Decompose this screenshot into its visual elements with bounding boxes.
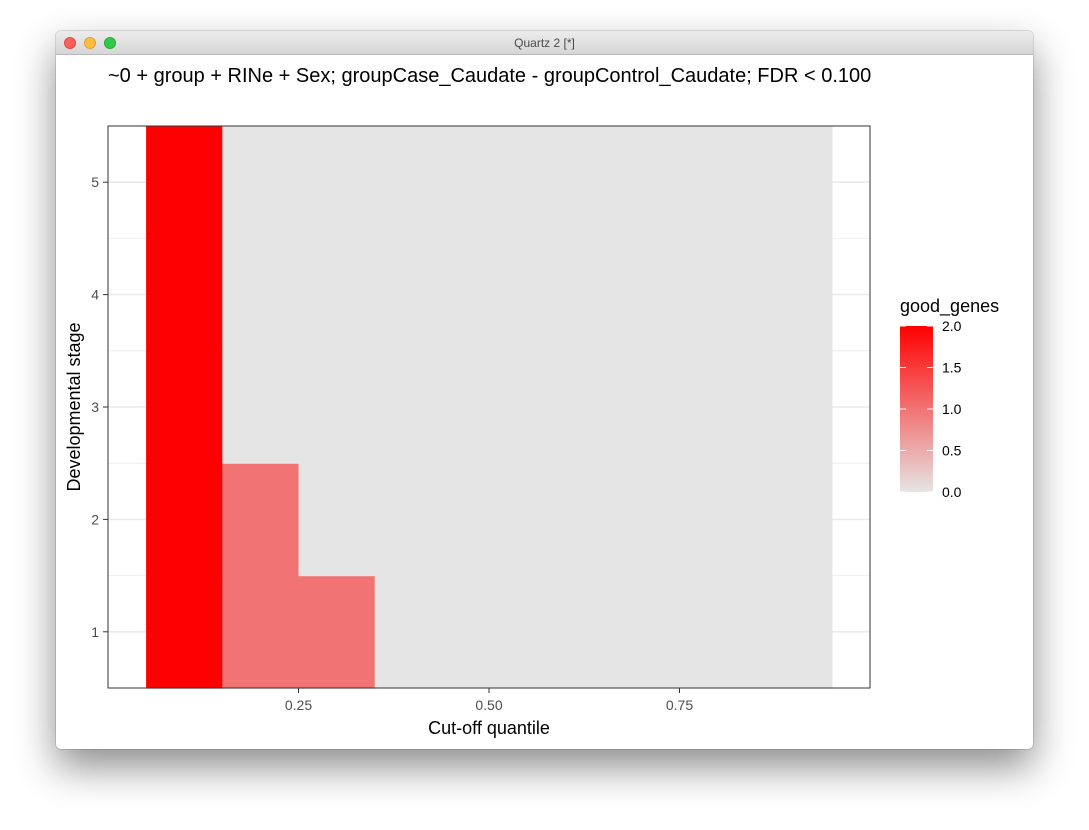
heatmap-tile: [679, 575, 757, 689]
x-tick-label: 0.75: [666, 697, 693, 713]
heatmap-tile: [298, 238, 376, 352]
heatmap-tile: [450, 575, 528, 689]
x-tick-label: 0.25: [285, 697, 312, 713]
heatmap-tile: [755, 126, 833, 239]
x-axis-label: Cut-off quantile: [428, 718, 550, 738]
heatmap-tile: [679, 463, 757, 577]
y-tick-label: 1: [91, 624, 99, 640]
y-tick-label: 5: [91, 174, 99, 190]
heatmap-tiles: [146, 126, 833, 689]
heatmap-tile: [755, 463, 833, 577]
window-title: Quartz 2 [*]: [514, 36, 575, 50]
heatmap-tile: [450, 463, 528, 577]
legend-label: 1.0: [942, 401, 962, 417]
heatmap-tile: [755, 238, 833, 352]
minimize-button[interactable]: [84, 37, 96, 49]
heatmap-tile: [603, 463, 681, 577]
axes: 0.25 0.50 0.75 1 2 3 4 5: [91, 174, 693, 713]
heatmap-tile: [146, 575, 223, 689]
legend-label: 0.5: [942, 443, 962, 459]
heatmap-tile: [146, 463, 223, 577]
heatmap-tile: [146, 126, 223, 239]
heatmap-tile: [679, 126, 757, 239]
chart-title: ~0 + group + RINe + Sex; groupCase_Cauda…: [108, 65, 871, 87]
x-tick-label: 0.50: [475, 697, 502, 713]
y-axis-label: Developmental stage: [64, 322, 84, 491]
heatmap-tile: [603, 350, 681, 464]
heatmap-tile: [603, 575, 681, 689]
heatmap-tile: [450, 350, 528, 464]
zoom-button[interactable]: [104, 37, 116, 49]
heatmap-tile: [603, 126, 681, 239]
y-tick-label: 4: [91, 287, 99, 303]
heatmap-tile: [222, 463, 300, 577]
title-bar[interactable]: Quartz 2 [*]: [56, 31, 1033, 55]
heatmap-chart: ~0 + group + RINe + Sex; groupCase_Cauda…: [64, 65, 999, 738]
close-button[interactable]: [64, 37, 76, 49]
heatmap-tile: [298, 350, 376, 464]
heatmap-tile: [450, 238, 528, 352]
legend-label: 2.0: [942, 318, 962, 334]
heatmap-tile: [527, 575, 604, 689]
legend-label: 0.0: [942, 484, 962, 500]
heatmap-tile: [755, 350, 833, 464]
heatmap-tile: [374, 238, 452, 352]
heatmap-tile: [527, 126, 604, 239]
heatmap-tile: [298, 126, 376, 239]
heatmap-tile: [679, 238, 757, 352]
heatmap-tile: [527, 463, 604, 577]
heatmap-tile: [298, 575, 376, 689]
legend-label: 1.5: [942, 360, 962, 376]
heatmap-tile: [755, 575, 833, 689]
heatmap-tile: [527, 238, 604, 352]
heatmap-tile: [603, 238, 681, 352]
y-tick-label: 3: [91, 399, 99, 415]
plot-area: ~0 + group + RINe + Sex; groupCase_Cauda…: [56, 55, 1033, 749]
heatmap-tile: [679, 350, 757, 464]
heatmap-tile: [146, 350, 223, 464]
heatmap-tile: [222, 238, 300, 352]
heatmap-tile: [146, 238, 223, 352]
heatmap-tile: [374, 126, 452, 239]
heatmap-tile: [374, 463, 452, 577]
app-window: Quartz 2 [*] ~0 + group + RINe + Sex; gr…: [56, 31, 1033, 749]
legend-title: good_genes: [900, 296, 999, 317]
heatmap-tile: [222, 575, 300, 689]
heatmap-tile: [222, 126, 300, 239]
heatmap-tile: [374, 350, 452, 464]
heatmap-tile: [298, 463, 376, 577]
heatmap-tile: [527, 350, 604, 464]
heatmap-tile: [374, 575, 452, 689]
heatmap-tile: [450, 126, 528, 239]
y-tick-label: 2: [91, 511, 99, 527]
heatmap-tile: [222, 350, 300, 464]
color-legend: good_genes 0.0 0.5 1.0 1.5 2.0: [900, 296, 999, 500]
